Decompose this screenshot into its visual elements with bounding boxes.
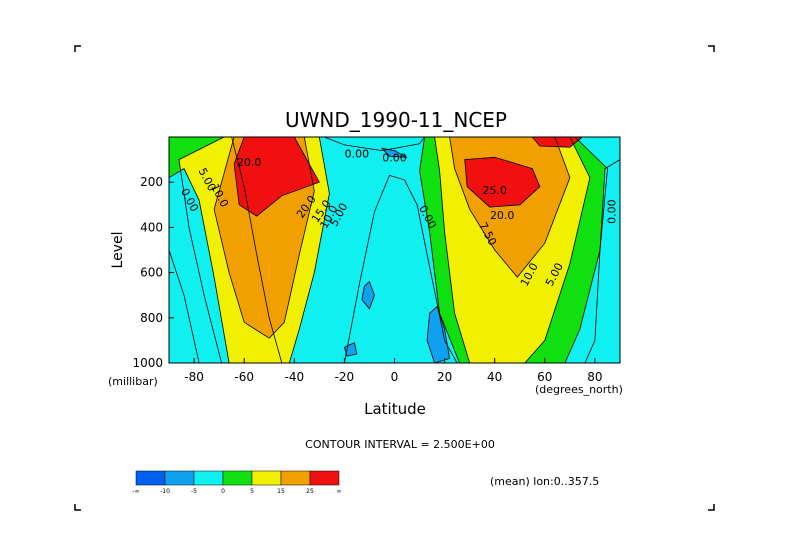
contour-region-11 [532,137,583,148]
contour-fill-layer [169,137,620,363]
corner-mark-bottom-left [74,504,81,511]
color-scale-segment [280,470,311,486]
contour-region-10 [464,157,540,208]
contour-value-label-4: 20.0 [237,156,262,169]
corner-mark-bottom-right [708,504,715,511]
footer-mean-lon: (mean) lon:0..357.5 [490,475,599,488]
x-axis-units: (degrees_north) [535,383,623,396]
y-axis-label: Level [110,232,126,269]
contour-line-16 [343,342,358,357]
y-tick-label: 600 [140,266,163,280]
color-scale-segment [135,470,166,486]
color-scale-bar: -∞ -10 -5 0 5 15 25 ∞ [132,470,342,495]
contour-line-5 [169,168,230,363]
contour-line-6 [343,174,458,363]
x-tick-label: 80 [587,370,602,384]
color-scale-segment [309,470,340,486]
contour-value-label-17: 0.00 [606,199,619,224]
contour-line-17 [380,147,408,158]
color-scale-tick-label: -10 [160,488,170,495]
y-tick-label: 800 [140,311,163,325]
contour-line-15 [426,305,451,363]
contour-region-5 [169,168,230,363]
color-scale-tick-label: -∞ [132,488,139,495]
y-tick-label: 1000 [132,356,163,370]
contour-interval-label: CONTOUR INTERVAL = 2.500E+00 [305,438,495,451]
x-tick-label: -20 [335,370,355,384]
contour-region-4 [234,137,320,217]
contour-value-label-13: 20.0 [490,209,515,222]
contour-region-17 [382,148,407,158]
color-scale-segment [193,470,224,486]
color-scale-tick-label: 0 [221,488,225,495]
x-tick-label: -40 [284,370,304,384]
contour-line-14 [361,280,375,310]
color-scale-segment [251,470,282,486]
contour-line-7 [419,137,608,363]
corner-marks [74,45,715,511]
color-scale-segment [164,470,195,486]
contour-line-12 [584,159,620,363]
chart-title: UWND_1990-11_NCEP [285,108,507,132]
x-tick-label: -80 [184,370,204,384]
contour-line-9 [449,137,571,278]
contour-value-label-12: 25.0 [482,184,507,197]
color-scale-segment [222,470,253,486]
x-tick-label: 40 [487,370,502,384]
color-scale-tick-label: -5 [191,488,197,495]
contour-region-15 [427,306,450,363]
color-scale-tick-label: 5 [250,488,254,495]
contour-region-14 [361,281,375,309]
contour-line-10 [464,156,541,208]
y-axis-units: (millibar) [108,375,158,388]
contour-line-2 [178,137,330,363]
contour-line-11 [531,137,584,148]
color-scale-tick-label: 15 [277,488,285,495]
x-axis-label: Latitude [364,400,426,418]
contour-line-1 [169,137,283,363]
y-axis: 200 400 600 800 1000 [132,175,174,370]
x-tick-label: 60 [537,370,552,384]
color-scale-tick-label: ∞ [337,488,342,495]
x-tick-label: 20 [437,370,452,384]
contour-region-12 [584,159,620,363]
contour-value-label-10: 0.00 [382,152,407,165]
corner-mark-top-left [74,45,81,52]
y-tick-label: 200 [140,175,163,189]
corner-mark-top-right [708,45,715,52]
contour-line-layer [169,137,620,363]
x-tick-label: -60 [234,370,254,384]
y-tick-label: 400 [140,220,163,234]
contour-line-13 [324,137,426,152]
contour-value-label-9: 0.00 [345,148,370,161]
color-scale-tick-label: 25 [306,488,314,495]
x-tick-label: 0 [391,370,399,384]
contour-line-8 [434,137,591,363]
contour-line-4 [233,137,320,217]
x-axis: -80 -60 -40 -20 0 20 40 60 80 [184,358,603,384]
